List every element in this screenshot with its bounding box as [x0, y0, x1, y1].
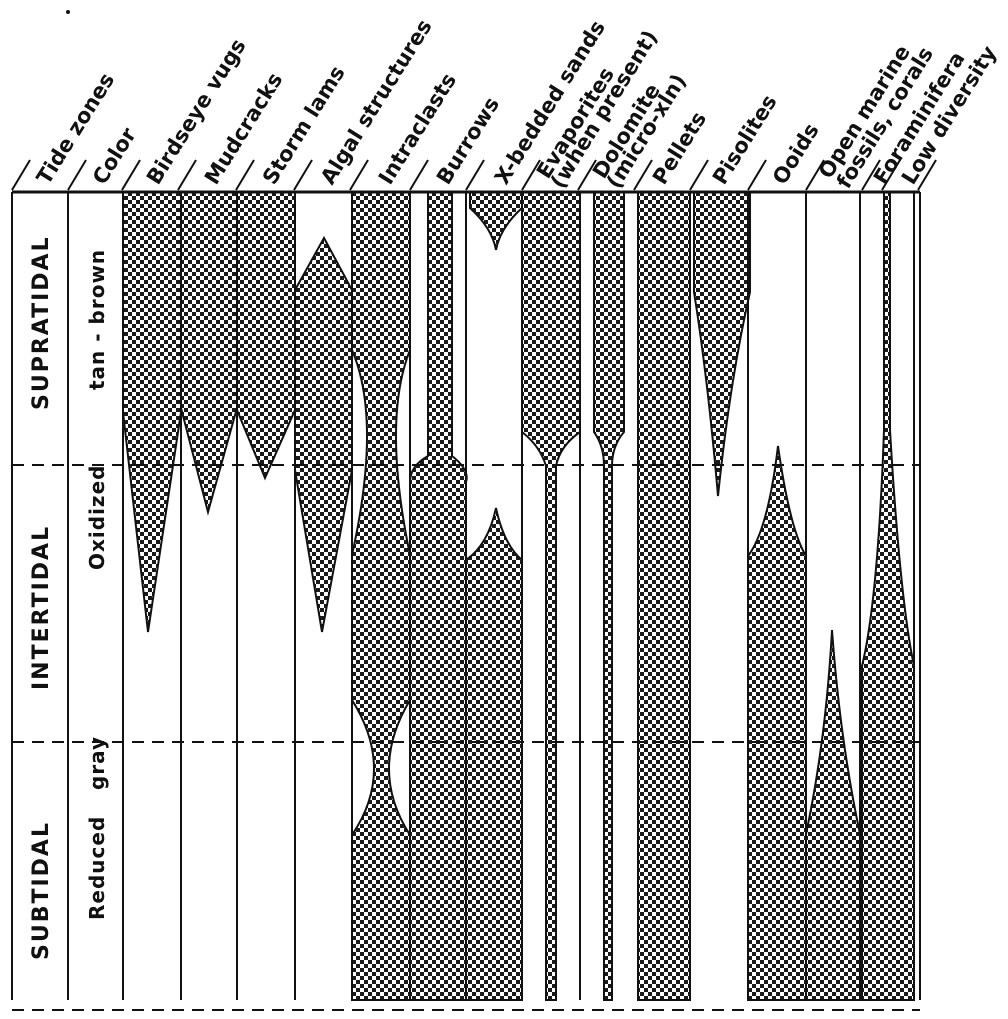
header-separators [11, 159, 937, 191]
mudcracks-body [180, 191, 238, 516]
pellets-body [637, 191, 691, 1001]
column-headers: Tide zones Color Birdseye vugs Mudcracks… [32, 15, 1001, 192]
dolomite-body [593, 191, 625, 1001]
birdseye-vugs-body [122, 191, 182, 633]
pisolites-body [693, 191, 751, 497]
facies-bodies [122, 191, 915, 1001]
evaporites-body [521, 191, 581, 1001]
stray-dot [66, 10, 70, 14]
zone-boundaries [12, 464, 920, 1011]
burrows-body [409, 191, 468, 1001]
zone-supratidal: SUPRATIDAL [29, 235, 54, 410]
algal-structures-body [294, 235, 353, 633]
header-ooids: Ooids [768, 119, 824, 189]
x-bedded-sands-bottom [465, 507, 523, 1001]
color-labels: tan - brown Oxidized gray Reduced [85, 249, 109, 920]
intraclasts-body [351, 191, 411, 1001]
color-reduced: Reduced [85, 816, 109, 920]
zone-labels: SUPRATIDAL INTERTIDAL SUBTIDAL [29, 235, 54, 960]
open-marine-body [805, 629, 861, 1001]
color-gray: gray [85, 736, 109, 790]
zone-intertidal: INTERTIDAL [29, 525, 54, 690]
header-color: Color [88, 123, 141, 189]
table-frame [11, 190, 921, 1000]
color-tan-brown: tan - brown [85, 249, 109, 390]
color-oxidized: Oxidized [85, 465, 109, 570]
storm-lams-body [236, 191, 296, 481]
header-algal-structures: Algal structures [316, 15, 437, 188]
x-bedded-sands-top [469, 191, 523, 251]
ooids-body [747, 445, 807, 1001]
foraminifera-body [861, 191, 915, 1001]
zone-subtidal: SUBTIDAL [29, 821, 54, 960]
